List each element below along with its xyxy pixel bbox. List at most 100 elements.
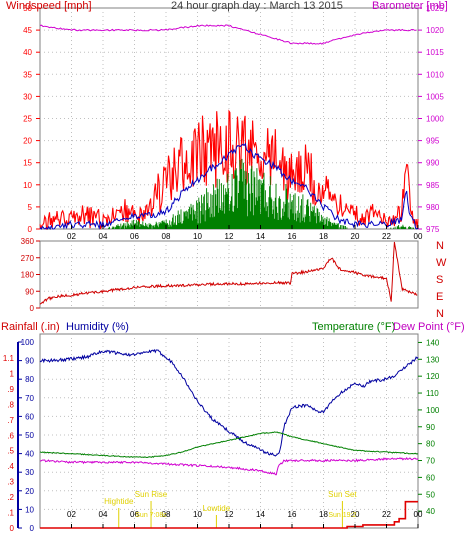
x-tick-label: 10 [193, 510, 202, 519]
right-axis-label: Barometer [mb] [372, 0, 448, 12]
x-tick-label: 06 [130, 232, 139, 241]
rain-tick-label: .3 [7, 478, 14, 487]
right-tick-label: 980 [426, 203, 440, 212]
x-tick-label: 18 [319, 232, 328, 241]
x-tick-label: 14 [256, 232, 265, 241]
dewpoint-series-line [39, 457, 419, 476]
right-tick-label: 1015 [426, 48, 444, 57]
x-tick-label: 06 [130, 510, 139, 519]
x-tick-label: 12 [225, 510, 234, 519]
compass-label: N [436, 308, 444, 320]
humidity-tick-label: 80 [25, 375, 34, 384]
left-tick-label: 90 [25, 287, 34, 296]
compass-label: N [436, 240, 444, 252]
bottom-marker-labels: Sun 7:08c Sun 19:2 [135, 512, 356, 519]
humidity-axis-ticks: 0 10 20 30 40 50 60 70 80 90 100 [17, 338, 35, 533]
right-tick-label: 1020 [426, 26, 444, 35]
temperature-tick-label: 110 [426, 389, 439, 398]
right-tick-label: 1025 [426, 4, 444, 13]
event-label: Sun Set [328, 490, 357, 499]
left-tick-label: 0 [30, 304, 35, 313]
compass-label: E [436, 291, 443, 303]
series-group [39, 241, 418, 305]
humidity-tick-label: 20 [25, 487, 34, 496]
humidity-tick-label: 100 [21, 338, 35, 347]
x-axis-ticks: 02 04 06 08 10 12 14 16 18 20 22 00 [67, 510, 423, 528]
series-group [39, 24, 419, 231]
rain-tick-label: 1 [10, 369, 15, 378]
temperature-tick-label: 140 [426, 338, 440, 347]
left-axis-ticks: 0 5 10 15 20 25 30 35 40 45 50 [23, 4, 40, 234]
left-tick-label: 270 [21, 254, 35, 263]
humidity-axis-label: Humidity (%) [66, 321, 129, 333]
temperature-axis-ticks: 40 50 60 70 80 90 100 110 120 130 140 [418, 338, 440, 516]
x-tick-label: 08 [162, 510, 171, 519]
right-tick-label: 1000 [426, 115, 444, 124]
temperature-tick-label: 70 [426, 457, 435, 466]
temperature-tick-label: 100 [426, 406, 440, 415]
x-tick-label: 04 [99, 510, 108, 519]
x-tick-label: 00 [414, 510, 423, 519]
humidity-series-line [39, 348, 419, 457]
left-tick-label: 180 [21, 271, 35, 280]
x-tick-label: 10 [193, 232, 202, 241]
right-tick-label: 1005 [426, 92, 444, 101]
humidity-tick-label: 0 [30, 524, 35, 533]
left-axis-ticks: 0 90 180 270 360 [21, 237, 40, 313]
right-tick-label: 1010 [426, 70, 444, 79]
left-tick-label: 20 [23, 137, 32, 146]
rain-tick-label: .5 [7, 447, 14, 456]
left-tick-label: 5 [28, 203, 33, 212]
humidity-tick-label: 70 [25, 394, 34, 403]
event-label: Hightide [104, 497, 134, 506]
humidity-tick-label: 30 [25, 468, 34, 477]
x-tick-label: 18 [319, 510, 328, 519]
rain-tick-label: .1 [7, 509, 14, 518]
x-tick-label: 02 [67, 510, 76, 519]
right-tick-label: 995 [426, 137, 440, 146]
rain-axis-ticks: 0 .1 .2 .3 .4 .5 .6 .7 .8 .9 1 1.1 [3, 354, 15, 533]
windspeed-bars [108, 158, 414, 229]
bottom-marker-label: Sun 7:08c [135, 512, 167, 519]
panel-frame [39, 240, 419, 309]
temperature-axis-label: Temperature (°F) [312, 321, 395, 333]
x-tick-label: 16 [288, 510, 297, 519]
x-tick-label: 02 [67, 232, 76, 241]
humidity-tick-label: 10 [25, 505, 34, 514]
temperature-tick-label: 40 [426, 507, 435, 516]
barometer-series-line [39, 24, 417, 45]
rain-tick-label: .4 [7, 462, 14, 471]
x-tick-label: 20 [351, 232, 360, 241]
right-tick-label: 990 [426, 159, 440, 168]
x-tick-label: 14 [256, 510, 265, 519]
humidity-tick-label: 90 [25, 357, 34, 366]
left-tick-label: 360 [21, 237, 35, 246]
left-tick-label: 10 [23, 181, 32, 190]
temperature-series-line [39, 431, 419, 459]
humidity-tick-label: 50 [25, 431, 34, 440]
x-tick-label: 12 [225, 232, 234, 241]
x-tick-label: 22 [382, 232, 391, 241]
left-tick-label: 35 [23, 70, 32, 79]
left-tick-label: 45 [23, 26, 32, 35]
left-tick-label: 0 [28, 225, 33, 234]
rain-tick-label: .2 [7, 493, 14, 502]
left-axis-label: Windspeed [mph] [6, 0, 92, 12]
rain-tick-label: 0 [10, 524, 15, 533]
event-label: Sun Rise [135, 490, 168, 499]
rain-tick-label: .7 [7, 416, 14, 425]
x-tick-label: 00 [414, 232, 423, 241]
left-tick-label: 30 [23, 92, 32, 101]
temperature-tick-label: 90 [426, 423, 435, 432]
right-axis-ticks: 975 980 985 990 995 1000 1005 1010 1015 1020 1025 [418, 4, 444, 234]
compass-label: W [436, 257, 447, 269]
humidity-tick-label: 40 [25, 450, 34, 459]
x-tick-label: 20 [351, 510, 360, 519]
x-tick-label: 08 [162, 232, 171, 241]
average-series-line [39, 142, 419, 231]
